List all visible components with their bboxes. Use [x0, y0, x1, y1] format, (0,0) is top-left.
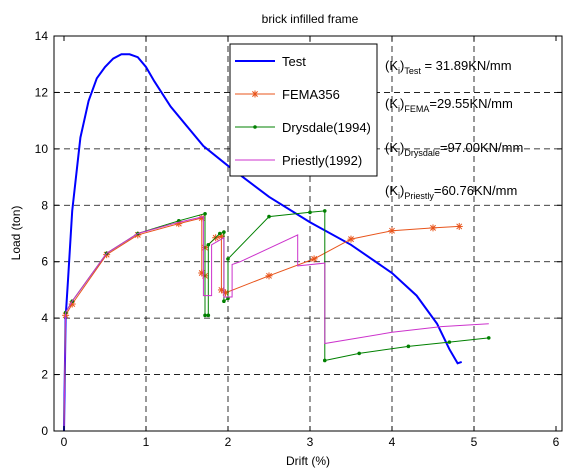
annotation-fema: (Ki)FEMA=29.55KN/mm — [385, 96, 513, 114]
data-point — [203, 212, 207, 216]
data-point — [267, 215, 271, 219]
x-axis-label: Drift (%) — [286, 454, 330, 468]
x-tick-label: 6 — [553, 435, 560, 449]
y-tick-label: 12 — [35, 85, 49, 99]
legend-label: Drysdale(1994) — [282, 120, 371, 135]
data-point — [323, 209, 327, 213]
legend-label: FEMA356 — [282, 87, 340, 102]
annotation-priestly: (Ki)Priestly=60.76KN/mm — [385, 183, 517, 201]
x-tick-label: 2 — [225, 435, 232, 449]
data-point — [207, 243, 211, 247]
series-3 — [64, 217, 489, 431]
series-line — [64, 218, 459, 431]
data-point — [323, 359, 327, 363]
chart-title: brick infilled frame — [262, 12, 359, 26]
data-point — [448, 340, 452, 344]
x-tick-label: 3 — [307, 435, 314, 449]
data-point — [222, 299, 226, 303]
data-point — [357, 352, 361, 356]
legend-label: Test — [282, 54, 306, 69]
legend-label: Priestly(1992) — [282, 153, 362, 168]
data-point — [226, 257, 230, 261]
annotation-drysdale: (Ki)Drysdale=97.00KN/mm — [385, 140, 523, 158]
data-point — [308, 211, 312, 215]
y-tick-label: 4 — [41, 311, 48, 325]
y-tick-label: 14 — [35, 29, 49, 43]
data-point — [407, 345, 411, 349]
series-line — [64, 211, 489, 431]
data-point — [487, 336, 491, 340]
x-tick-label: 4 — [389, 435, 396, 449]
y-tick-label: 0 — [41, 424, 48, 438]
x-tick-label: 5 — [471, 435, 478, 449]
series-1 — [62, 214, 463, 431]
x-tick-label: 1 — [143, 435, 150, 449]
y-axis-label: Load (ton) — [9, 206, 23, 261]
data-point — [222, 230, 226, 234]
annotations: (Ki)Test = 31.89KN/mm (Ki)FEMA=29.55KN/mm… — [385, 58, 523, 201]
data-point — [253, 125, 257, 129]
y-tick-label: 8 — [41, 198, 48, 212]
data-point — [218, 232, 222, 236]
x-tick-label: 0 — [61, 435, 68, 449]
annotation-test: (Ki)Test = 31.89KN/mm — [385, 58, 512, 76]
legend: Test FEMA356 Drysdale(1994) Priestly(1992) — [230, 44, 377, 176]
data-point — [207, 314, 211, 318]
series-2 — [64, 209, 491, 431]
y-tick-label: 10 — [35, 142, 49, 156]
y-tick-label: 6 — [41, 255, 48, 269]
y-tick-label: 2 — [41, 368, 48, 382]
data-point — [203, 314, 207, 318]
series-line — [64, 217, 489, 431]
